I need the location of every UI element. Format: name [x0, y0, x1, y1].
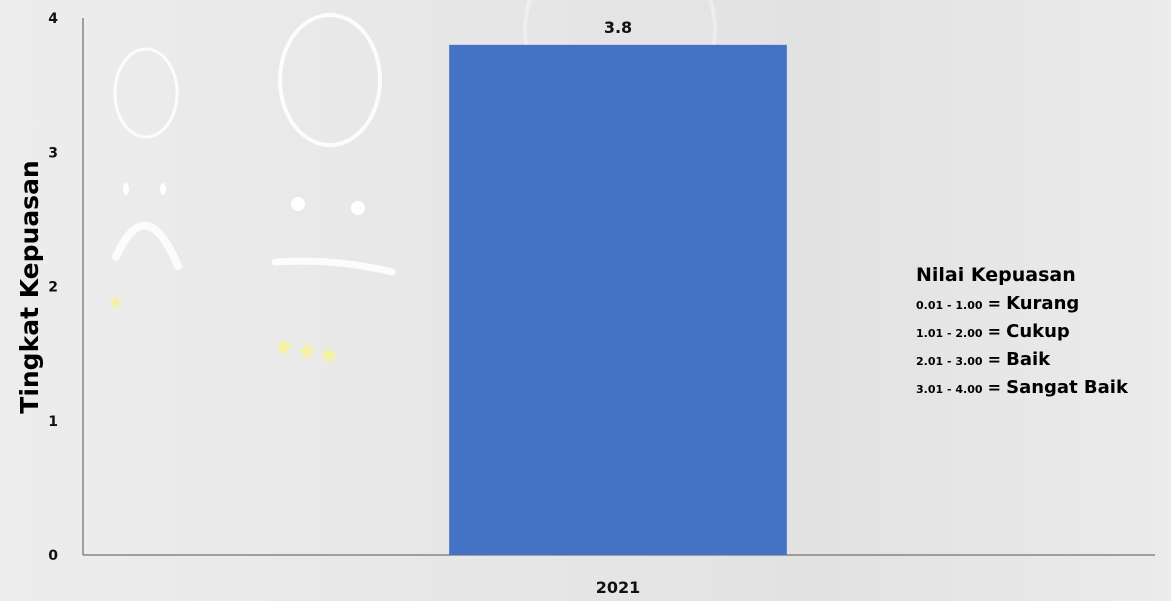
y-axis-ticks: 0 1 2 3 4 [48, 11, 58, 564]
x-tick-label: 2021 [596, 578, 641, 597]
legend-item: 3.01 - 4.00 = Sangat Baik [916, 374, 1171, 402]
bars: 3.8 [449, 18, 787, 555]
legend-category: Baik [1006, 349, 1051, 370]
legend-range: 1.01 - 2.00 [916, 327, 983, 340]
legend-item: 1.01 - 2.00 = Cukup [916, 318, 1171, 346]
y-tick-label: 4 [48, 11, 58, 27]
neutral-face-icon [271, 13, 396, 276]
x-axis-ticks: 2021 [596, 578, 641, 597]
y-tick-label: 0 [48, 548, 58, 564]
legend-equals: = [987, 294, 1002, 313]
y-tick-label: 2 [48, 280, 58, 296]
satisfaction-scale-legend: Nilai Kepuasan 0.01 - 1.00 = Kurang 1.01 … [916, 264, 1171, 402]
legend-item: 0.01 - 1.00 = Kurang [916, 290, 1171, 318]
legend-range: 3.01 - 4.00 [916, 383, 983, 396]
y-tick-label: 3 [48, 145, 58, 161]
y-tick-label: 1 [48, 414, 58, 430]
legend-category: Cukup [1006, 321, 1070, 342]
sad-face-icon [112, 47, 182, 270]
legend-equals: = [987, 378, 1002, 397]
legend-category: Kurang [1006, 293, 1080, 314]
star-icon [109, 295, 338, 363]
legend-title: Nilai Kepuasan [916, 264, 1076, 286]
legend-equals: = [987, 322, 1002, 341]
data-label: 3.8 [604, 18, 632, 37]
y-axis-label: Tingkat Kepuasan [15, 160, 44, 413]
legend-equals: = [987, 350, 1002, 369]
legend-category: Sangat Baik [1006, 377, 1128, 398]
legend-rows: 0.01 - 1.00 = Kurang 1.01 - 2.00 = Cukup 2… [916, 290, 1171, 402]
bar [449, 44, 787, 555]
legend-range: 2.01 - 3.00 [916, 355, 983, 368]
legend-item: 2.01 - 3.00 = Baik [916, 346, 1171, 374]
legend-range: 0.01 - 1.00 [916, 299, 983, 312]
